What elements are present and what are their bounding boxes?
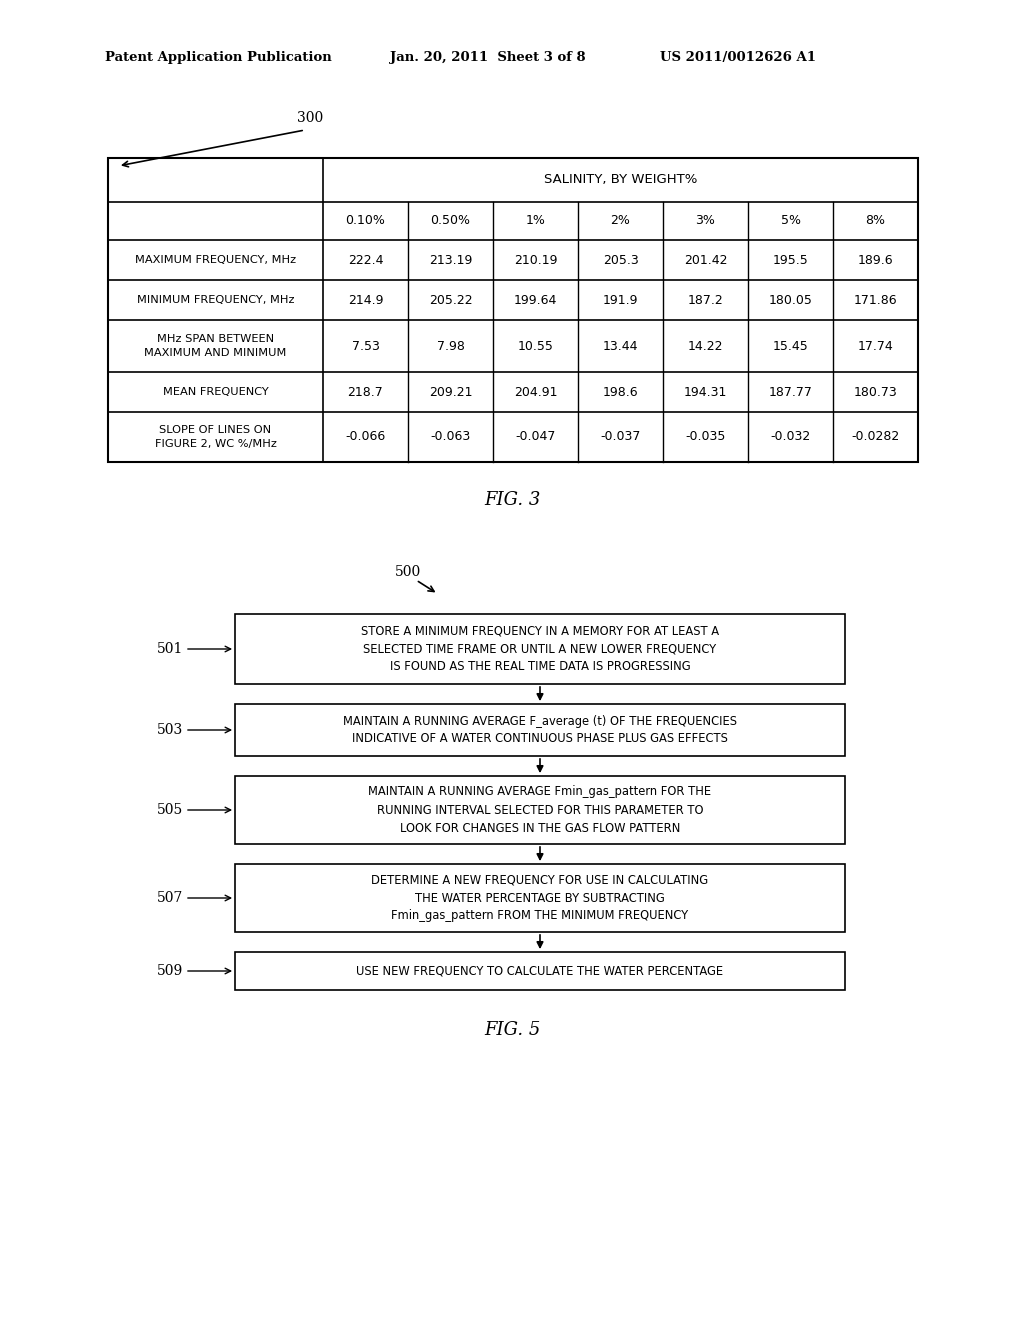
Text: 14.22: 14.22 xyxy=(688,339,723,352)
Text: Jan. 20, 2011  Sheet 3 of 8: Jan. 20, 2011 Sheet 3 of 8 xyxy=(390,51,586,65)
Text: -0.037: -0.037 xyxy=(600,430,641,444)
Text: -0.066: -0.066 xyxy=(345,430,386,444)
Text: 187.2: 187.2 xyxy=(688,293,723,306)
Text: 2%: 2% xyxy=(610,214,631,227)
Text: 180.05: 180.05 xyxy=(769,293,812,306)
Text: 189.6: 189.6 xyxy=(858,253,893,267)
Bar xyxy=(234,614,845,684)
Text: 5%: 5% xyxy=(780,214,801,227)
Text: 7.98: 7.98 xyxy=(436,339,465,352)
Text: DETERMINE A NEW FREQUENCY FOR USE IN CALCULATING
THE WATER PERCENTAGE BY SUBTRAC: DETERMINE A NEW FREQUENCY FOR USE IN CAL… xyxy=(372,874,709,923)
Text: 214.9: 214.9 xyxy=(348,293,383,306)
Text: 210.19: 210.19 xyxy=(514,253,557,267)
Text: 7.53: 7.53 xyxy=(351,339,380,352)
Text: -0.063: -0.063 xyxy=(430,430,471,444)
Text: -0.035: -0.035 xyxy=(685,430,726,444)
Text: 507: 507 xyxy=(157,891,183,906)
Text: MINIMUM FREQUENCY, MHz: MINIMUM FREQUENCY, MHz xyxy=(137,294,294,305)
Text: MHz SPAN BETWEEN
MAXIMUM AND MINIMUM: MHz SPAN BETWEEN MAXIMUM AND MINIMUM xyxy=(144,334,287,358)
Text: 171.86: 171.86 xyxy=(854,293,897,306)
Text: 3%: 3% xyxy=(695,214,716,227)
Text: 501: 501 xyxy=(157,642,183,656)
Text: 209.21: 209.21 xyxy=(429,385,472,399)
Bar xyxy=(234,704,845,756)
Text: 10.55: 10.55 xyxy=(517,339,553,352)
Text: MAINTAIN A RUNNING AVERAGE Fmin_gas_pattern FOR THE
RUNNING INTERVAL SELECTED FO: MAINTAIN A RUNNING AVERAGE Fmin_gas_patt… xyxy=(369,785,712,834)
Bar xyxy=(234,865,845,932)
Text: 222.4: 222.4 xyxy=(348,253,383,267)
Text: 300: 300 xyxy=(297,111,324,125)
Text: 191.9: 191.9 xyxy=(603,293,638,306)
Text: 194.31: 194.31 xyxy=(684,385,727,399)
Text: 205.22: 205.22 xyxy=(429,293,472,306)
Text: US 2011/0012626 A1: US 2011/0012626 A1 xyxy=(660,51,816,65)
Text: -0.0282: -0.0282 xyxy=(851,430,900,444)
Bar xyxy=(234,952,845,990)
Bar xyxy=(234,776,845,843)
Text: 213.19: 213.19 xyxy=(429,253,472,267)
Text: MAXIMUM FREQUENCY, MHz: MAXIMUM FREQUENCY, MHz xyxy=(135,255,296,265)
Text: SLOPE OF LINES ON
FIGURE 2, WC %/MHz: SLOPE OF LINES ON FIGURE 2, WC %/MHz xyxy=(155,425,276,449)
Text: 218.7: 218.7 xyxy=(347,385,383,399)
Text: Patent Application Publication: Patent Application Publication xyxy=(105,51,332,65)
Text: -0.047: -0.047 xyxy=(515,430,556,444)
Text: 205.3: 205.3 xyxy=(603,253,638,267)
Text: FIG. 3: FIG. 3 xyxy=(483,491,541,510)
Text: FIG. 5: FIG. 5 xyxy=(483,1020,541,1039)
Text: 13.44: 13.44 xyxy=(603,339,638,352)
Text: 195.5: 195.5 xyxy=(773,253,808,267)
Text: 201.42: 201.42 xyxy=(684,253,727,267)
Text: MAINTAIN A RUNNING AVERAGE F_average (t) OF THE FREQUENCIES
INDICATIVE OF A WATE: MAINTAIN A RUNNING AVERAGE F_average (t)… xyxy=(343,714,737,746)
Text: 199.64: 199.64 xyxy=(514,293,557,306)
Text: 1%: 1% xyxy=(525,214,546,227)
Text: 15.45: 15.45 xyxy=(773,339,808,352)
Text: -0.032: -0.032 xyxy=(770,430,811,444)
Text: 0.10%: 0.10% xyxy=(345,214,385,227)
Text: SALINITY, BY WEIGHT%: SALINITY, BY WEIGHT% xyxy=(544,173,697,186)
Text: 204.91: 204.91 xyxy=(514,385,557,399)
Text: 503: 503 xyxy=(157,723,183,737)
Text: 500: 500 xyxy=(395,565,421,579)
Text: 17.74: 17.74 xyxy=(858,339,893,352)
Text: 198.6: 198.6 xyxy=(603,385,638,399)
Text: 8%: 8% xyxy=(865,214,886,227)
Text: USE NEW FREQUENCY TO CALCULATE THE WATER PERCENTAGE: USE NEW FREQUENCY TO CALCULATE THE WATER… xyxy=(356,965,724,978)
Text: 187.77: 187.77 xyxy=(769,385,812,399)
Text: MEAN FREQUENCY: MEAN FREQUENCY xyxy=(163,387,268,397)
Bar xyxy=(108,158,918,462)
Text: 509: 509 xyxy=(157,964,183,978)
Text: 0.50%: 0.50% xyxy=(430,214,470,227)
Text: 180.73: 180.73 xyxy=(854,385,897,399)
Text: 505: 505 xyxy=(157,803,183,817)
Text: STORE A MINIMUM FREQUENCY IN A MEMORY FOR AT LEAST A
SELECTED TIME FRAME OR UNTI: STORE A MINIMUM FREQUENCY IN A MEMORY FO… xyxy=(360,624,719,673)
